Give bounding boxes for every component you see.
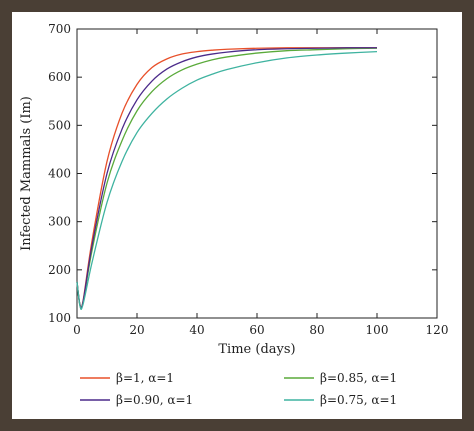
series-line-3 (76, 47, 378, 310)
series-line-4 (76, 50, 378, 311)
y-tick-label: 300 (48, 215, 71, 229)
legend-label-3: β=0.90, α=1 (116, 393, 193, 407)
legend: β=1, α=1 β=0.85, α=1 β=0.90, α=1 β=0.75, α=… (80, 371, 397, 407)
legend-label-1: β=1, α=1 (116, 371, 174, 385)
x-tick-label: 100 (366, 323, 389, 337)
y-axis-title: Infected Mammals (Im) (19, 96, 34, 251)
series-line-1 (76, 47, 377, 309)
plot-border (76, 28, 438, 319)
x-tick-label: 120 (426, 323, 449, 337)
y-tick-label: 700 (48, 22, 71, 36)
y-tick-label: 400 (48, 167, 71, 181)
line-chart: 0 20 40 60 80 100 120 100 200 300 400 500 600 700 Ti… (19, 22, 448, 407)
x-axis-title: Time (days) (218, 342, 295, 357)
y-tick-label: 100 (48, 311, 71, 325)
y-tick-label: 200 (48, 263, 71, 277)
plot-area (76, 28, 438, 319)
y-axis: 100 200 300 400 500 600 700 (48, 22, 437, 325)
x-tick-label: 80 (309, 323, 324, 337)
legend-label-2: β=0.85, α=1 (320, 371, 397, 385)
y-tick-label: 600 (48, 70, 71, 84)
x-tick-label: 0 (73, 323, 81, 337)
y-tick-label: 500 (48, 118, 71, 132)
x-tick-label: 40 (189, 323, 204, 337)
x-tick-label: 60 (249, 323, 264, 337)
legend-label-4: β=0.75, α=1 (320, 393, 397, 407)
chart-frame: 0 20 40 60 80 100 120 100 200 300 400 500 600 700 Ti… (12, 12, 462, 419)
x-axis: 0 20 40 60 80 100 120 (73, 29, 448, 337)
x-tick-label: 20 (129, 323, 144, 337)
series-line-2 (76, 47, 378, 310)
